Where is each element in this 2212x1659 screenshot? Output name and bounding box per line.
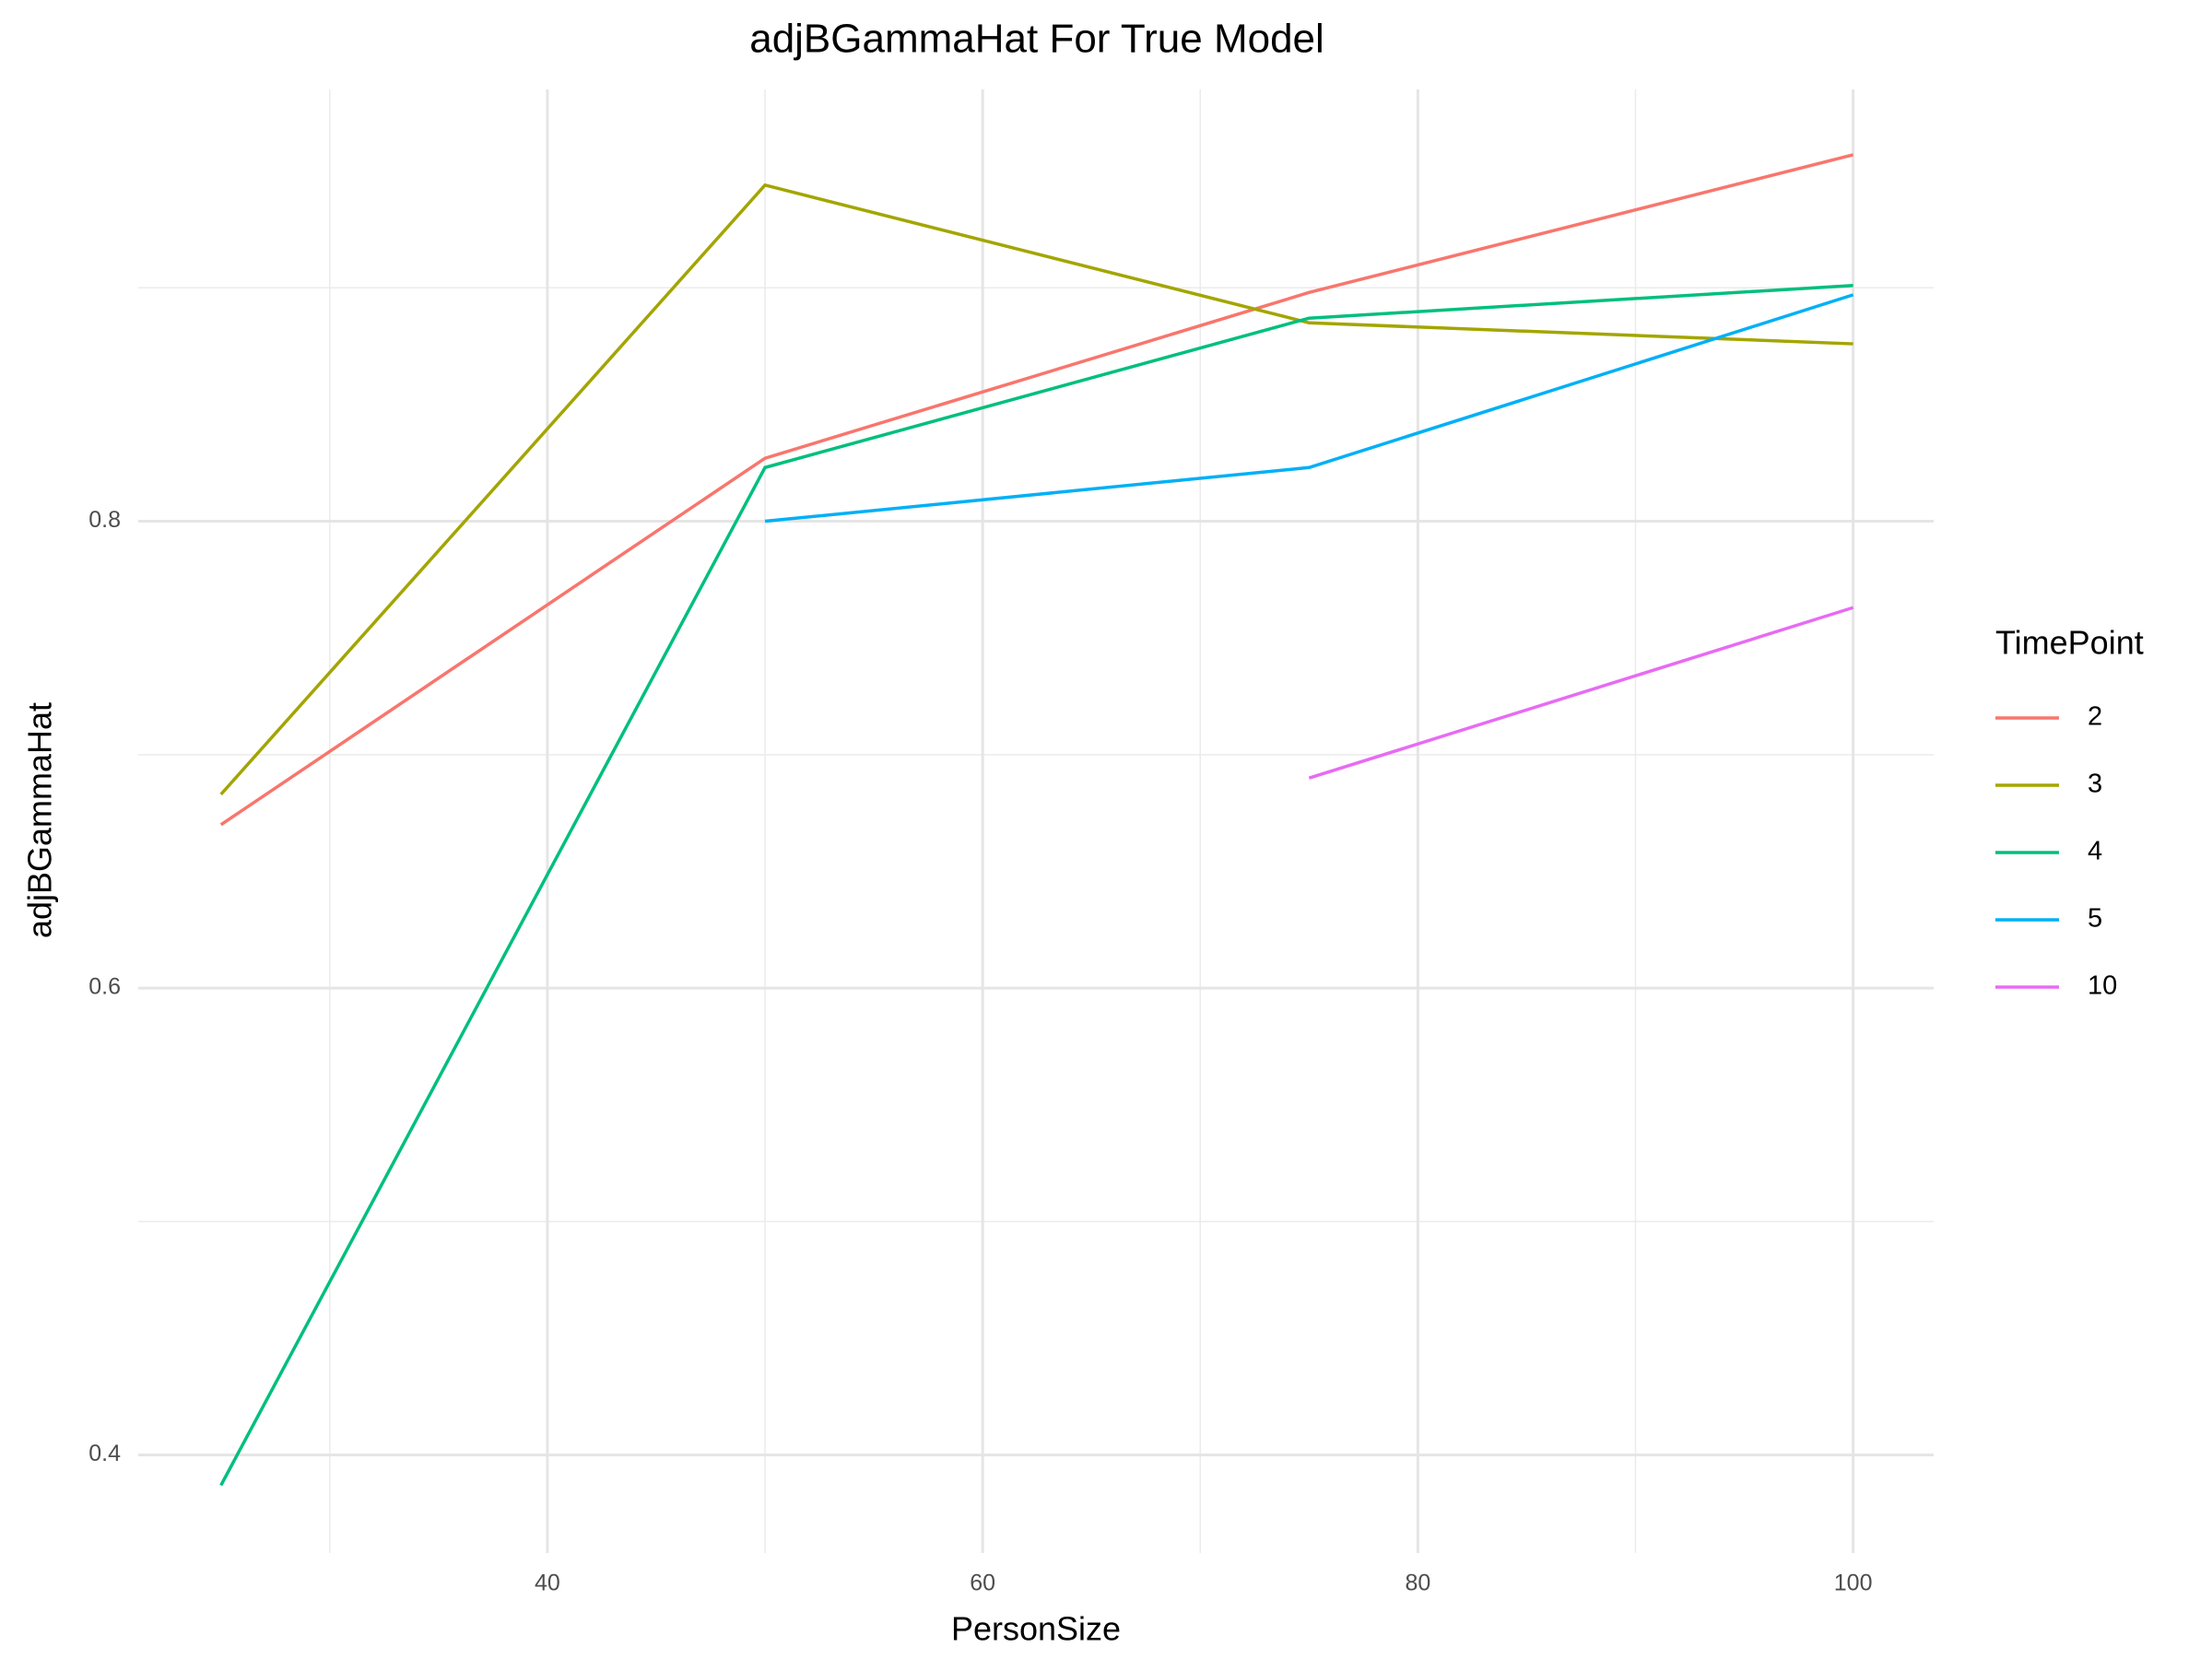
x-axis-title: PersonSize	[951, 1610, 1121, 1648]
series-line	[219, 182, 1853, 796]
grid	[138, 89, 1934, 1553]
legend-label: 10	[2088, 971, 2117, 1001]
x-tick-label: 100	[1834, 1571, 1873, 1596]
y-axis-title: adjBGammaHat	[21, 702, 59, 938]
x-tick-label: 60	[970, 1571, 995, 1596]
series-line	[219, 153, 1854, 827]
legend-title: TimePoint	[1995, 624, 2144, 662]
series-line	[764, 293, 1854, 524]
x-tick-label: 80	[1405, 1571, 1430, 1596]
legend-label: 2	[2088, 702, 2102, 732]
series-line	[1308, 606, 1854, 780]
series-line	[219, 283, 1853, 1487]
legend-label: 5	[2088, 904, 2102, 934]
chart-title: adjBGammaHat For True Model	[749, 17, 1324, 62]
legend-label: 4	[2088, 837, 2102, 866]
y-tick-label: 0.8	[88, 507, 121, 533]
x-tick-label: 40	[535, 1571, 560, 1596]
legend: 2 3 4 5 10	[1995, 702, 2117, 1001]
lines	[219, 153, 1854, 1487]
y-tick-label: 0.6	[88, 974, 121, 1000]
y-tick-label: 0.4	[88, 1441, 121, 1466]
legend-label: 3	[2088, 770, 2102, 799]
